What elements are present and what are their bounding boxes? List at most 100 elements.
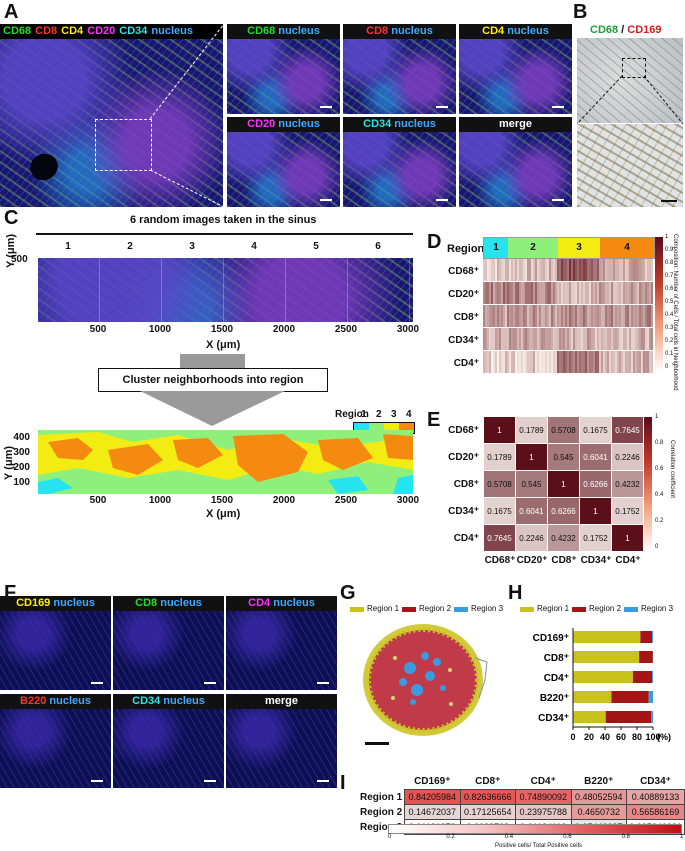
colorbar-tick-0.7: 0.7	[665, 273, 674, 279]
heat-stripe	[527, 259, 529, 281]
heat-stripe	[569, 351, 571, 373]
heat-stripe	[549, 328, 551, 350]
heat-stripe	[569, 305, 571, 327]
i-col-header-4: CD34⁺	[640, 776, 671, 787]
h-x-tick-40: 40	[600, 732, 610, 742]
heat-stripe	[523, 305, 525, 327]
heat-stripe	[607, 282, 609, 304]
heat-stripe	[541, 282, 543, 304]
heat-stripe	[569, 282, 571, 304]
heat-stripe	[631, 328, 633, 350]
heat-stripe	[607, 328, 609, 350]
panel-g-legend-swatch-3	[454, 607, 468, 612]
h-category-1: CD8⁺	[544, 653, 569, 664]
colorbar-tick-0.5: 0.5	[665, 299, 674, 305]
heat-stripe	[541, 328, 543, 350]
heat-stripe	[555, 351, 557, 373]
i-corner	[360, 774, 405, 790]
heat-stripe	[531, 328, 533, 350]
panel-f-tile-label: merge	[226, 694, 337, 709]
heat-stripe	[523, 282, 525, 304]
panel-a-tile-scale-bar	[436, 199, 448, 201]
main-label-cd68: CD68	[3, 25, 32, 37]
heat-stripe	[603, 282, 605, 304]
heat-stripe	[609, 351, 611, 373]
panel-h-legend-swatch-3	[624, 607, 638, 612]
heat-stripe	[561, 259, 563, 281]
panel-f-tile-bg	[0, 596, 111, 690]
h-bar-region-1	[573, 631, 641, 643]
panel-f-tile-bg	[113, 596, 224, 690]
heat-stripe	[497, 259, 499, 281]
heat-stripe	[535, 282, 537, 304]
heat-stripe	[557, 282, 559, 304]
heat-stripe	[615, 305, 617, 327]
heat-stripe	[521, 328, 523, 350]
heat-stripe	[599, 328, 601, 350]
heat-stripe	[645, 282, 647, 304]
panel-a-main-label: CD68 CD8 CD4 CD20 CD34 nucleus	[0, 24, 223, 39]
heat-stripe	[603, 305, 605, 327]
heat-stripe	[535, 328, 537, 350]
heat-stripe	[545, 351, 547, 373]
heat-stripe	[575, 305, 577, 327]
heat-stripe	[487, 305, 489, 327]
heat-stripe	[519, 282, 521, 304]
heat-stripe	[647, 351, 649, 373]
legend-region-4: 4	[406, 409, 412, 420]
heat-stripe	[647, 305, 649, 327]
heat-stripe	[635, 305, 637, 327]
heat-stripe	[641, 328, 643, 350]
heat-stripe	[571, 282, 573, 304]
heat-stripe	[585, 305, 587, 327]
h-bar-region-1	[573, 691, 612, 703]
heat-stripe	[635, 259, 637, 281]
heat-stripe	[651, 351, 653, 373]
panel-f-tile-2: CD8 nucleus	[113, 596, 224, 690]
panel-a-tile-scale-bar	[320, 106, 332, 108]
heat-stripe	[593, 351, 595, 373]
heat-stripe	[601, 282, 603, 304]
heat-stripe	[619, 259, 621, 281]
heat-stripe	[639, 282, 641, 304]
heat-stripe	[499, 282, 501, 304]
panel-c-bottom-x-label: X (μm)	[206, 508, 241, 520]
x-tick-2000: 2000	[272, 324, 296, 335]
panel-a-tile-bg	[459, 24, 572, 114]
heat-stripe	[597, 351, 599, 373]
heat-stripe	[585, 351, 587, 373]
heat-stripe	[631, 351, 633, 373]
heat-stripe	[525, 305, 527, 327]
heat-stripe	[523, 328, 525, 350]
e-cell: 0.5708	[484, 471, 515, 497]
heat-stripe	[595, 328, 597, 350]
heat-stripe	[501, 282, 503, 304]
heat-stripe	[539, 259, 541, 281]
heat-stripe	[629, 305, 631, 327]
panel-g-tissue-map	[355, 618, 495, 748]
h-category-3: B220⁺	[540, 693, 569, 704]
heat-stripe	[627, 328, 629, 350]
heat-stripe	[613, 305, 615, 327]
heat-stripe	[631, 259, 633, 281]
heat-stripe	[485, 282, 487, 304]
panel-f-tile-bg	[113, 694, 224, 788]
heat-stripe	[597, 259, 599, 281]
heat-stripe	[523, 351, 525, 373]
heat-stripe	[609, 305, 611, 327]
heat-stripe	[507, 282, 509, 304]
heat-stripe	[501, 328, 503, 350]
bottom-y-tick-300: 300	[13, 447, 30, 458]
heat-stripe	[581, 282, 583, 304]
image-number-5: 5	[313, 241, 319, 252]
heat-stripe	[651, 259, 653, 281]
heat-stripe	[627, 259, 629, 281]
heat-stripe	[625, 282, 627, 304]
heat-stripe	[509, 259, 511, 281]
heat-stripe	[505, 259, 507, 281]
heat-stripe	[633, 259, 635, 281]
e-cell: 0.4232	[548, 525, 579, 551]
heat-stripe	[613, 259, 615, 281]
heat-stripe	[601, 328, 603, 350]
heat-stripe	[499, 305, 501, 327]
